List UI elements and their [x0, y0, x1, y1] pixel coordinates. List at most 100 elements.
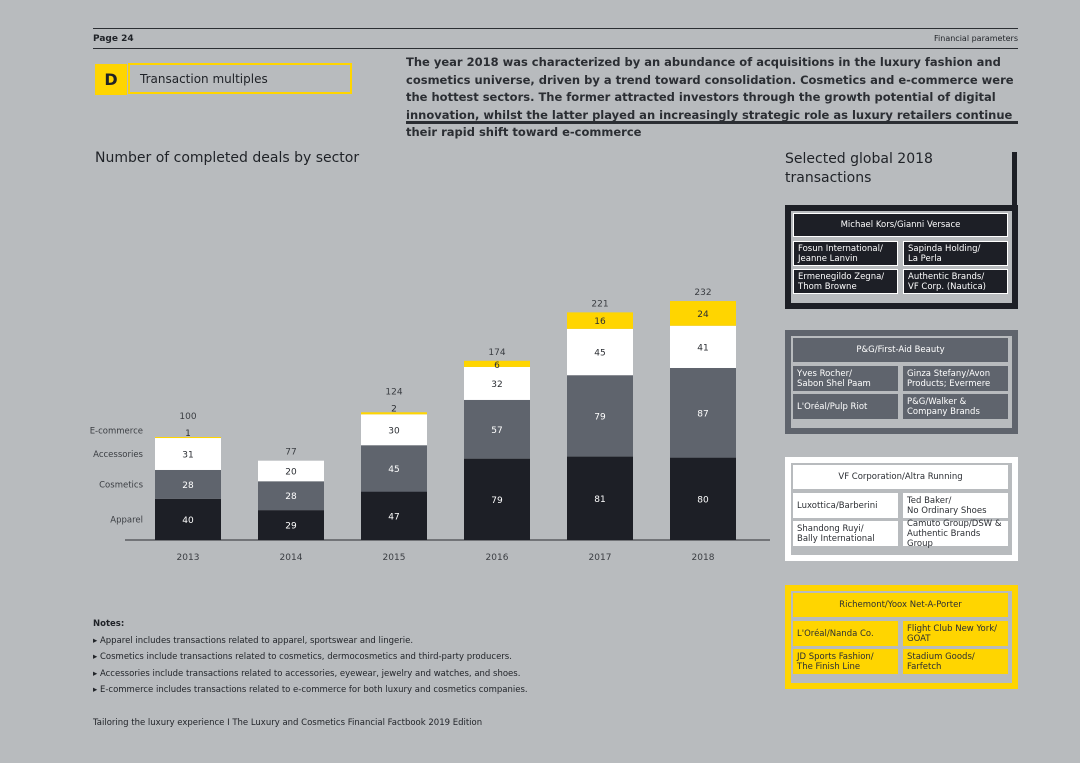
bar-label-e-commerce-2018: 24 — [697, 310, 709, 320]
note-item: ▸ E-commerce includes transactions relat… — [93, 682, 528, 699]
top-rule — [93, 28, 1018, 29]
bar-label-apparel-2014: 29 — [285, 522, 297, 532]
bar-segment-accessories-2017 — [567, 328, 633, 376]
bar-label-accessories-2013: 31 — [182, 450, 193, 460]
bar-segment-apparel-2014 — [258, 510, 324, 540]
transaction-group-header: Richemont/Yoox Net-A-Porter — [793, 593, 1008, 617]
bar-segment-cosmetics-2018 — [670, 367, 736, 458]
legend-label-apparel: Apparel — [110, 515, 143, 525]
bar-label-cosmetics-2014: 28 — [285, 492, 297, 502]
page-number: Page 24 — [93, 34, 134, 44]
note-text: Apparel includes transactions related to… — [99, 635, 414, 646]
notes-title: Notes: — [93, 619, 125, 629]
total-label-2015: 124 — [385, 387, 402, 397]
bar-segment-accessories-2018 — [670, 325, 736, 368]
bar-segment-apparel-2016 — [464, 458, 530, 540]
x-tick-label-2013: 2013 — [177, 553, 200, 563]
bar-label-accessories-2018: 41 — [697, 343, 708, 353]
bar-segment-apparel-2017 — [567, 456, 633, 540]
total-label-2017: 221 — [591, 299, 608, 309]
bar-segment-cosmetics-2015 — [361, 445, 427, 492]
bar-segment-cosmetics-2013 — [155, 469, 221, 499]
transaction-cell: Luxottica/Barberini — [793, 493, 898, 518]
section-letter-badge: D — [95, 64, 127, 95]
total-label-2018: 232 — [694, 288, 711, 298]
transaction-cell: L'Oréal/Pulp Riot — [793, 394, 898, 419]
transaction-group-2: P&G/First-Aid Beauty Yves Rocher/ Sabon S… — [785, 330, 1018, 434]
total-label-2016: 174 — [488, 348, 505, 358]
bullet-icon: ▸ — [93, 635, 100, 646]
bar-label-accessories-2017: 45 — [594, 349, 605, 359]
bar-segment-accessories-2016 — [464, 366, 530, 400]
transaction-cell: Ermenegildo Zegna/ Thom Browne — [793, 269, 898, 294]
transaction-cell: Stadium Goods/ Farfetch — [903, 649, 1008, 674]
transaction-cell: JD Sports Fashion/ The Finish Line — [793, 649, 898, 674]
chart-title: Number of completed deals by sector — [95, 150, 360, 166]
x-tick-label-2015: 2015 — [383, 553, 406, 563]
bar-segment-e-commerce-2018 — [670, 301, 736, 326]
transaction-cell: Fosun International/ Jeanne Lanvin — [793, 241, 898, 266]
note-item: ▸ Cosmetics include transactions related… — [93, 649, 528, 666]
bar-label-cosmetics-2016: 57 — [491, 426, 502, 436]
note-text: E-commerce includes transactions related… — [99, 685, 528, 695]
stacked-bar-chart: 40 28 31 1 100 2013 29 28 20 77 2014 47 45 30 2 124 2015… — [90, 288, 770, 563]
bar-segment-e-commerce-2015 — [361, 412, 427, 415]
section-label: Transaction multiples — [128, 63, 352, 94]
legend-label-e-commerce: E-commerce — [90, 427, 143, 437]
intro-rule — [406, 121, 1018, 124]
note-text: Accessories include transactions related… — [99, 668, 521, 679]
transaction-cell: Camuto Group/DSW & Authentic Brands Grou… — [903, 519, 1008, 549]
bar-segment-apparel-2013 — [155, 498, 221, 540]
bullet-icon: ▸ — [93, 652, 100, 662]
transaction-group-header: VF Corporation/Altra Running — [793, 465, 1008, 489]
header-rule — [93, 48, 1018, 49]
bullet-icon: ▸ — [93, 668, 100, 679]
transaction-cell: Sapinda Holding/ La Perla — [903, 241, 1008, 266]
x-tick-label-2014: 2014 — [280, 553, 303, 563]
note-item: ▸ Accessories include transactions relat… — [93, 666, 528, 683]
transaction-cell: Ginza Stefany/Avon Products; Evermere — [903, 366, 1008, 391]
x-tick-label-2017: 2017 — [589, 553, 612, 563]
transaction-cell: Ted Baker/ No Ordinary Shoes — [903, 493, 1008, 518]
notes: Notes: ▸ Apparel includes transactions r… — [93, 616, 528, 699]
bar-label-accessories-2014: 20 — [285, 467, 297, 477]
transaction-cell: Yves Rocher/ Sabon Shel Paam — [793, 366, 898, 391]
transaction-cell: P&G/Walker & Company Brands — [903, 394, 1008, 419]
bar-segment-e-commerce-2013 — [155, 437, 221, 439]
bullet-icon: ▸ — [93, 685, 100, 695]
note-text: Cosmetics include transactions related t… — [99, 652, 512, 662]
transaction-cell: Authentic Brands/ VF Corp. (Nautica) — [903, 269, 1008, 294]
bar-segment-accessories-2014 — [258, 460, 324, 482]
bar-label-e-commerce-2016: 6 — [494, 361, 500, 371]
bar-label-cosmetics-2017: 79 — [594, 412, 606, 422]
transaction-group-header: P&G/First-Aid Beauty — [793, 338, 1008, 362]
bar-label-accessories-2016: 32 — [491, 380, 502, 390]
bar-label-apparel-2013: 40 — [182, 516, 194, 526]
bar-segment-apparel-2015 — [361, 491, 427, 540]
x-tick-label-2018: 2018 — [692, 553, 715, 563]
footer: Tailoring the luxury experience I The Lu… — [93, 718, 483, 728]
transaction-cell: L'Oréal/Nanda Co. — [793, 621, 898, 646]
total-label-2014: 77 — [285, 448, 296, 458]
bar-label-e-commerce-2013: 1 — [185, 429, 191, 439]
bar-label-apparel-2018: 80 — [697, 495, 709, 505]
bar-label-cosmetics-2018: 87 — [697, 409, 708, 419]
notes-list: ▸ Apparel includes transactions related … — [93, 633, 528, 699]
transaction-group-3: VF Corporation/Altra Running Luxottica/Ba… — [785, 457, 1018, 561]
bar-segment-accessories-2015 — [361, 414, 427, 446]
transaction-cell: Flight Club New York/ GOAT — [903, 621, 1008, 646]
transactions-title: Selected global 2018 transactions — [785, 150, 965, 188]
x-tick-label-2016: 2016 — [486, 553, 509, 563]
section-name: Financial parameters — [934, 34, 1018, 43]
bar-segment-cosmetics-2017 — [567, 375, 633, 457]
bar-segment-e-commerce-2016 — [464, 360, 530, 367]
legend-label-accessories: Accessories — [93, 450, 143, 460]
bar-label-cosmetics-2013: 28 — [182, 481, 194, 491]
transactions-title-text: Selected global 2018 transactions — [785, 151, 933, 186]
transaction-group-4: Richemont/Yoox Net-A-Porter L'Oréal/Nanda… — [785, 585, 1018, 689]
bar-label-e-commerce-2015: 2 — [391, 404, 397, 414]
bar-label-accessories-2015: 30 — [388, 426, 400, 436]
transaction-cell: Shandong Ruyi/ Bally International — [793, 521, 898, 546]
intro-paragraph: The year 2018 was characterized by an ab… — [406, 55, 1014, 139]
bar-label-e-commerce-2017: 16 — [594, 317, 606, 327]
